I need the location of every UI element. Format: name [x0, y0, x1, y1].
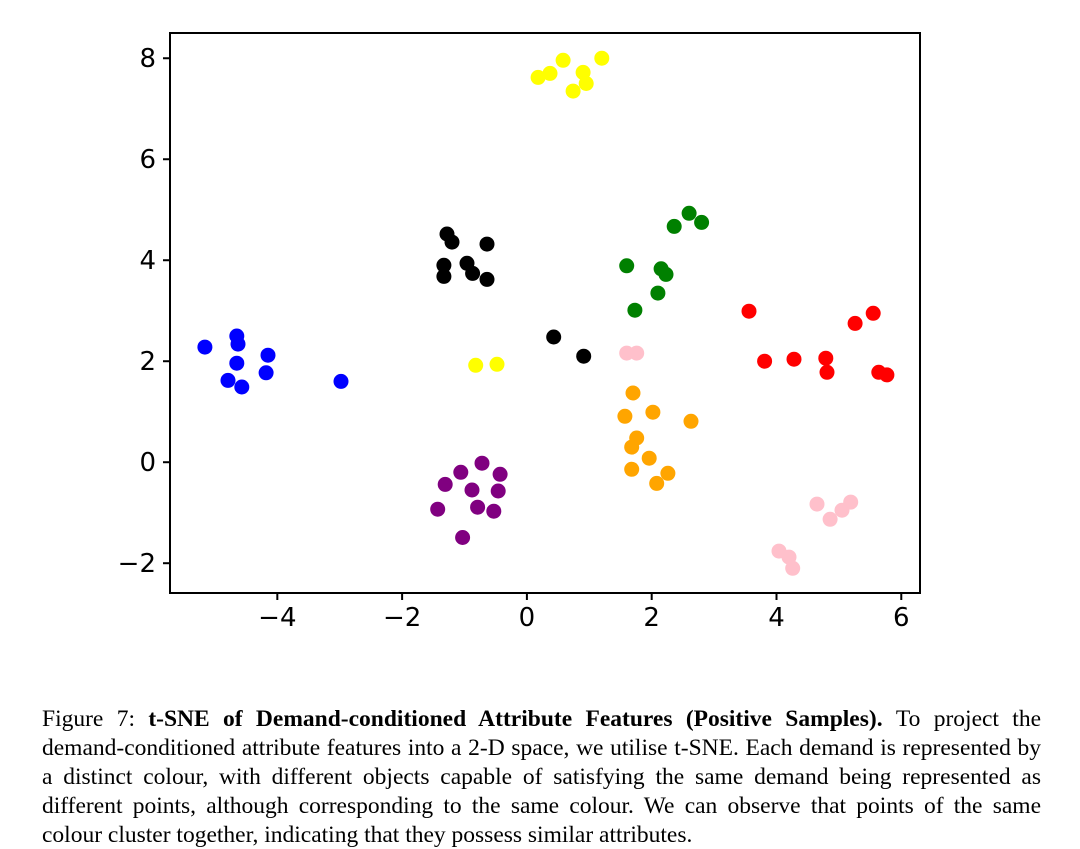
scatter-point-purple	[455, 530, 471, 545]
x-tick-label: 2	[643, 603, 660, 633]
scatter-point-orange	[624, 439, 640, 455]
scatter-point-black	[436, 257, 452, 273]
scatter-point-black	[436, 268, 452, 284]
scatter-point-black	[546, 329, 562, 345]
scatter-point-yellow	[594, 50, 610, 66]
scatter-point-green	[627, 302, 643, 318]
scatter-point-red	[741, 303, 757, 319]
x-tick-label: −4	[258, 603, 296, 633]
plot-box	[169, 32, 921, 594]
scatter-point-green	[650, 285, 666, 301]
scatter-point-purple	[486, 503, 502, 519]
scatter-point-red	[865, 305, 881, 321]
x-tick-label: 6	[893, 603, 910, 633]
scatter-point-orange	[641, 450, 657, 466]
scatter-point-purple	[464, 482, 480, 498]
scatter-point-yellow	[489, 356, 505, 372]
scatter-point-blue	[229, 355, 245, 371]
scatter-point-pink	[843, 494, 859, 510]
scatter-point-red	[757, 353, 773, 369]
scatter-point-red	[847, 315, 863, 331]
scatter-point-purple	[474, 455, 490, 471]
scatter-point-pink	[822, 511, 838, 527]
caption-body: To project the demand-conditioned attrib…	[42, 705, 1042, 848]
scatter-point-blue	[333, 373, 349, 389]
scatter-point-orange	[624, 461, 640, 477]
scatter-point-blue	[258, 365, 274, 381]
scatter-point-orange	[617, 408, 633, 424]
scatter-point-green	[681, 205, 697, 221]
scatter-point-blue	[234, 379, 250, 395]
scatter-point-green	[658, 266, 674, 282]
scatter-point-blue	[197, 339, 213, 355]
scatter-point-yellow	[530, 69, 546, 85]
scatter-point-purple	[492, 466, 508, 482]
y-tick-label: 0	[139, 448, 156, 478]
scatter-point-black	[444, 234, 460, 250]
x-tick-label: 4	[768, 603, 785, 633]
caption-prefix: Figure 7:	[42, 705, 149, 732]
scatter-point-red	[786, 351, 802, 367]
y-tick-label: 6	[139, 145, 156, 175]
x-tick-label: −2	[383, 603, 421, 633]
scatter-point-orange	[625, 385, 641, 401]
scatter-point-black	[479, 271, 495, 287]
figure-7-area: −4 −2 0 2 4 6 8 6 4 2 0 −2	[118, 32, 921, 633]
caption-title-bold: t-SNE of Demand-conditioned Attribute Fe…	[148, 705, 896, 732]
scatter-point-blue	[220, 372, 236, 388]
scatter-point-yellow	[578, 76, 594, 91]
scatter-point-red	[819, 364, 835, 380]
x-tick-label: 0	[519, 603, 536, 633]
scatter-point-yellow	[468, 357, 484, 373]
scatter-plot: −4 −2 0 2 4 6 8 6 4 2 0 −2	[118, 32, 921, 633]
scatter-point-green	[694, 214, 710, 230]
scatter-point-pink	[629, 345, 645, 361]
scatter-point-red	[818, 350, 834, 366]
scatter-point-pink	[809, 496, 825, 512]
scatter-point-orange	[645, 404, 661, 420]
y-tick-label: 4	[139, 246, 156, 276]
scatter-point-black	[465, 265, 481, 281]
scatter-point-green	[619, 258, 635, 274]
scatter-point-purple	[470, 499, 486, 515]
scatter-point-yellow	[542, 65, 558, 81]
scatter-point-orange	[683, 413, 699, 429]
scatter-point-pink	[785, 560, 801, 576]
scatter-point-red	[879, 367, 895, 383]
y-tick-label: 2	[139, 347, 156, 377]
scatter-point-purple	[430, 501, 446, 517]
scatter-point-orange	[649, 475, 665, 491]
scatter-point-yellow	[555, 52, 571, 68]
scatter-point-black	[576, 348, 592, 364]
figure-caption: Figure 7: t-SNE of Demand-conditioned At…	[42, 705, 1041, 849]
y-tick-label: −2	[118, 549, 156, 579]
scatter-point-purple	[437, 476, 453, 492]
scatter-point-purple	[490, 483, 506, 499]
scatter-point-blue	[260, 347, 276, 363]
scatter-point-purple	[453, 464, 469, 480]
scatter-point-blue	[230, 336, 246, 352]
scatter-point-orange	[660, 465, 676, 481]
y-tick-label: 8	[139, 44, 156, 74]
scatter-point-green	[666, 218, 682, 234]
scatter-point-yellow	[565, 83, 581, 99]
scatter-point-black	[479, 236, 495, 252]
